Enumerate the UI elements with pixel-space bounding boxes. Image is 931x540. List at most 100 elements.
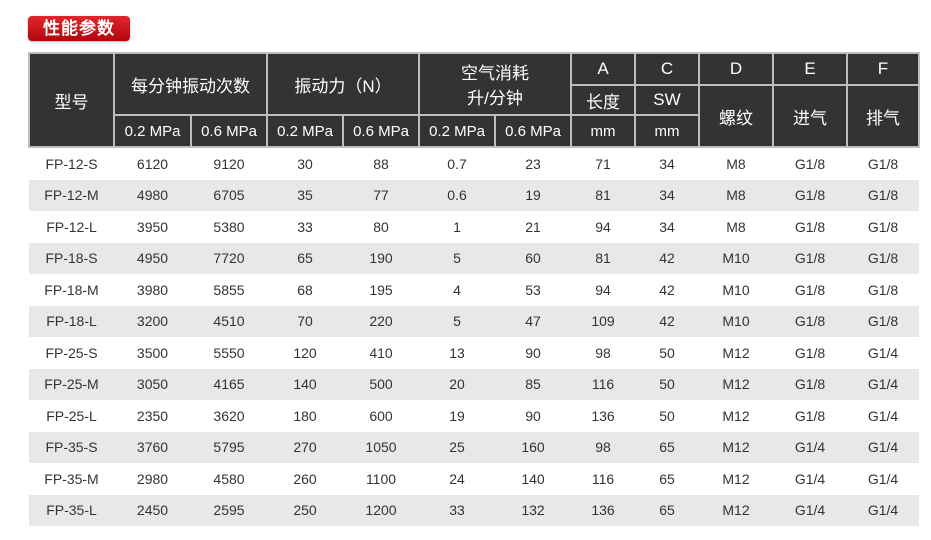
table-cell: 81 (571, 242, 635, 274)
table-cell: 3950 (136, 218, 169, 235)
table-cell: G1/4 (773, 494, 847, 526)
table-cell: 5550 (213, 344, 245, 361)
table-row: FP-18-L 3200 4510 70 220 5 47 109 42 M10 G1/8 G1/8 (29, 305, 919, 337)
table-cell: 1050 (343, 431, 419, 463)
table-cell: FP-35-S (29, 431, 114, 463)
table-cell: 42 (635, 242, 699, 274)
table-cell: 3620 (213, 407, 245, 424)
header-thread: 螺纹 (698, 84, 774, 148)
header-length: 长度 (570, 84, 636, 116)
table-cell: 90 (525, 407, 541, 424)
table-row: FP-18-S 4950 7720 65 190 5 60 81 42 M10 G1/8 G1/8 (29, 242, 919, 274)
table-cell: 50 (659, 407, 675, 424)
table-cell: 65 (659, 470, 675, 487)
table-cell: G1/8 (773, 179, 847, 211)
header-frequency: 每分钟振动次数 (113, 52, 268, 116)
header-d: D (698, 52, 774, 86)
table-cell: 33 (419, 494, 495, 526)
table-cell: M10 (699, 242, 773, 274)
table-cell: M12 (722, 470, 750, 487)
table-cell: 136 (591, 407, 615, 424)
table-row: FP-12-L 3950 5380 33 80 1 21 94 34 M8 G1/8 G1/8 (29, 211, 919, 243)
table-cell: 250 (267, 494, 343, 526)
header-c: C (634, 52, 700, 86)
table-cell: 24 (449, 470, 465, 487)
header-e: E (772, 52, 848, 86)
table-cell: FP-12-L (46, 218, 97, 235)
table-cell: 53 (525, 281, 541, 298)
table-row: FP-35-L 2450 2595 250 1200 33 132 136 65 M12 G1/4 G… (29, 494, 919, 526)
table-cell: 23 (525, 155, 541, 172)
table-cell: G1/8 (773, 368, 847, 400)
table-row: FP-25-S 3500 5550 120 410 13 90 98 50 M12 G1/8 G1/4 (29, 337, 919, 369)
table-cell: G1/4 (794, 470, 826, 487)
performance-table: 型号 每分钟振动次数 振动力（N） 空气消耗 升/分钟 A C D E F 长度 … (28, 52, 920, 526)
table-cell: 35 (267, 179, 343, 211)
table-cell: M12 (699, 431, 773, 463)
table-cell: 88 (373, 155, 389, 172)
header-model: 型号 (28, 52, 115, 148)
table-cell: 1200 (343, 494, 419, 526)
table-cell: 190 (343, 242, 419, 274)
table-cell: 70 (267, 305, 343, 337)
table-cell: M12 (722, 344, 750, 361)
table-cell: G1/8 (794, 407, 826, 424)
table-cell: 4 (453, 281, 461, 298)
table-cell: 1 (453, 218, 461, 235)
table-cell: M10 (722, 281, 750, 298)
table-cell: 34 (659, 218, 675, 235)
table-cell: G1/4 (867, 344, 899, 361)
table-cell: 140 (521, 470, 545, 487)
header-air-0.6mpa: 0.6 MPa (494, 114, 572, 148)
table-row: FP-12-M 4980 6705 35 77 0.6 19 81 34 M8 G1/8 G1/8 (29, 179, 919, 211)
table-cell: 260 (293, 470, 317, 487)
table-cell: M8 (726, 155, 746, 172)
table-cell: G1/4 (867, 407, 899, 424)
table-cell: 60 (495, 242, 571, 274)
table-cell: 50 (635, 368, 699, 400)
table-cell: 5855 (213, 281, 245, 298)
table-cell: 5 (419, 305, 495, 337)
table-cell: 33 (297, 218, 313, 235)
table-cell: G1/4 (867, 470, 899, 487)
table-cell: 116 (591, 470, 615, 487)
table-row: FP-18-M 3980 5855 68 195 4 53 94 42 M10 G1/8 G1/8 (29, 274, 919, 306)
table-cell: 0.7 (447, 155, 467, 172)
table-cell: FP-35-L (29, 494, 114, 526)
table-cell: FP-18-L (29, 305, 114, 337)
table-cell: FP-12-S (45, 155, 98, 172)
table-cell: 34 (659, 155, 675, 172)
table-cell: 140 (267, 368, 343, 400)
table-cell: G1/8 (867, 281, 899, 298)
table-cell: 4580 (213, 470, 245, 487)
table-cell: 77 (343, 179, 419, 211)
table-cell: 500 (343, 368, 419, 400)
table-cell: 600 (369, 407, 393, 424)
table-cell: 20 (419, 368, 495, 400)
header-length-unit: mm (570, 114, 636, 148)
table-cell: 136 (571, 494, 635, 526)
table-cell: G1/4 (847, 494, 919, 526)
table-cell: M10 (699, 305, 773, 337)
table-row: FP-25-L 2350 3620 180 600 19 90 136 50 M12 G1/8 G1/… (29, 400, 919, 432)
table-cell: 65 (267, 242, 343, 274)
header-outlet: 排气 (846, 84, 920, 148)
table-row: FP-35-S 3760 5795 270 1050 25 160 98 65 M12 G1/4 G1… (29, 431, 919, 463)
table-cell: 3500 (136, 344, 169, 361)
table-cell: G1/4 (847, 368, 919, 400)
table-cell: 90 (525, 344, 541, 361)
table-cell: FP-18-M (44, 281, 99, 298)
table-cell: 410 (369, 344, 393, 361)
table-cell: 3050 (114, 368, 191, 400)
table-cell: G1/4 (847, 431, 919, 463)
header-force-0.6mpa: 0.6 MPa (342, 114, 420, 148)
table-cell: G1/8 (794, 155, 826, 172)
header-freq-0.6mpa: 0.6 MPa (190, 114, 268, 148)
table-cell: 180 (293, 407, 317, 424)
table-cell: 0.6 (419, 179, 495, 211)
table-cell: 71 (595, 155, 611, 172)
table-cell: 19 (449, 407, 465, 424)
table-cell: 3200 (114, 305, 191, 337)
table-cell: 132 (495, 494, 571, 526)
table-cell: FP-25-L (46, 407, 97, 424)
